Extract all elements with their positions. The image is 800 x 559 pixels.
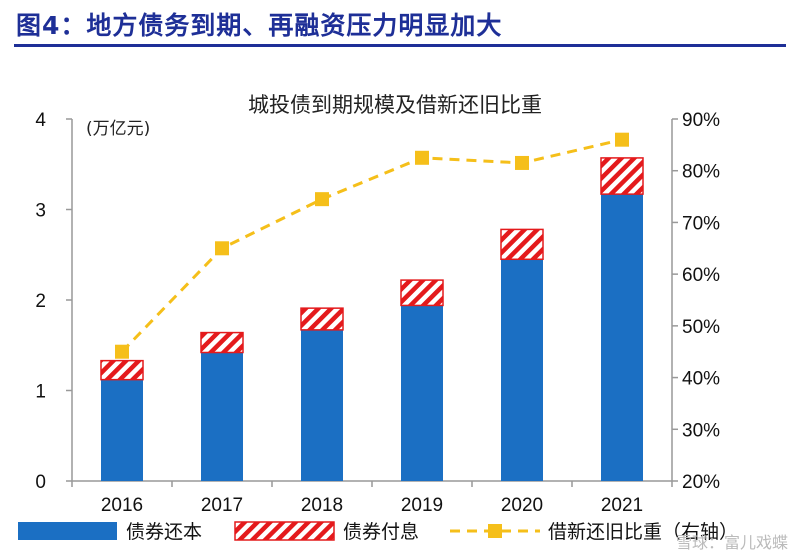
ratio-point-2019 [415,150,429,165]
x-tick-label: 2020 [501,495,543,516]
figure-title: 图4：地方债务到期、再融资压力明显加大 [16,11,503,40]
ratio-point-2021 [615,132,629,147]
x-tick-label: 2018 [301,495,343,516]
legend-swatch-ratio-marker [488,524,502,538]
bar-principal-2017 [201,352,243,481]
right-tick-label: 80% [682,162,720,183]
right-tick-label: 90% [682,110,720,131]
bar-principal-2021 [601,194,643,482]
right-tick-label: 20% [682,472,720,493]
ratio-point-2016 [115,344,129,359]
ratio-point-2017 [215,241,229,256]
legend-label-ratio: 借新还旧比重（右轴） [548,521,738,543]
right-tick-label: 40% [682,369,720,390]
right-tick-label: 50% [682,317,720,338]
left-tick-label: 2 [35,291,46,312]
bars [100,157,644,482]
right-tick-label: 60% [682,265,720,286]
legend-label-principal: 债券还本 [126,521,202,543]
left-tick-label: 0 [35,472,46,493]
bar-principal-2018 [301,329,343,481]
ratio-point-2018 [315,192,329,207]
left-tick-label: 4 [35,110,46,131]
chart-title: 城投债到期规模及借新还旧比重 [248,93,542,117]
bar-interest-2018 [300,307,344,331]
legend-swatch-principal [18,522,117,540]
bar-interest-2017 [200,331,244,354]
ratio-line-path [120,138,623,353]
x-tick-label: 2021 [601,495,643,516]
right-tick-label: 70% [682,213,720,234]
legend: 债券还本 债券付息 借新还旧比重（右轴） [18,521,738,543]
legend-swatch-interest [234,521,335,541]
legend-label-interest: 债券付息 [343,521,419,543]
x-tick-label: 2019 [401,495,443,516]
ratio-line [115,132,629,359]
bar-interest-2020 [500,228,544,261]
bar-interest-2019 [400,279,444,307]
bar-interest-2021 [600,157,644,195]
x-tick-label: 2016 [101,495,143,516]
x-tick-label: 2017 [201,495,243,516]
left-tick-label: 1 [35,382,46,403]
axes: 0 1 2 3 4 20% 30% 40% 50% 60% 70% 80% 90% 2016 2017 201… [35,110,720,516]
title-underline [14,44,786,47]
bar-principal-2016 [101,379,143,481]
watermark: 雪球：富儿戏蝶 [675,533,788,552]
y-axis-unit-label: (万亿元) [86,119,150,139]
bar-interest-2016 [100,359,144,381]
bar-principal-2019 [401,305,443,481]
right-tick-label: 30% [682,420,720,441]
ratio-point-2020 [515,155,529,170]
bar-principal-2020 [501,259,543,481]
left-tick-label: 3 [35,201,46,222]
